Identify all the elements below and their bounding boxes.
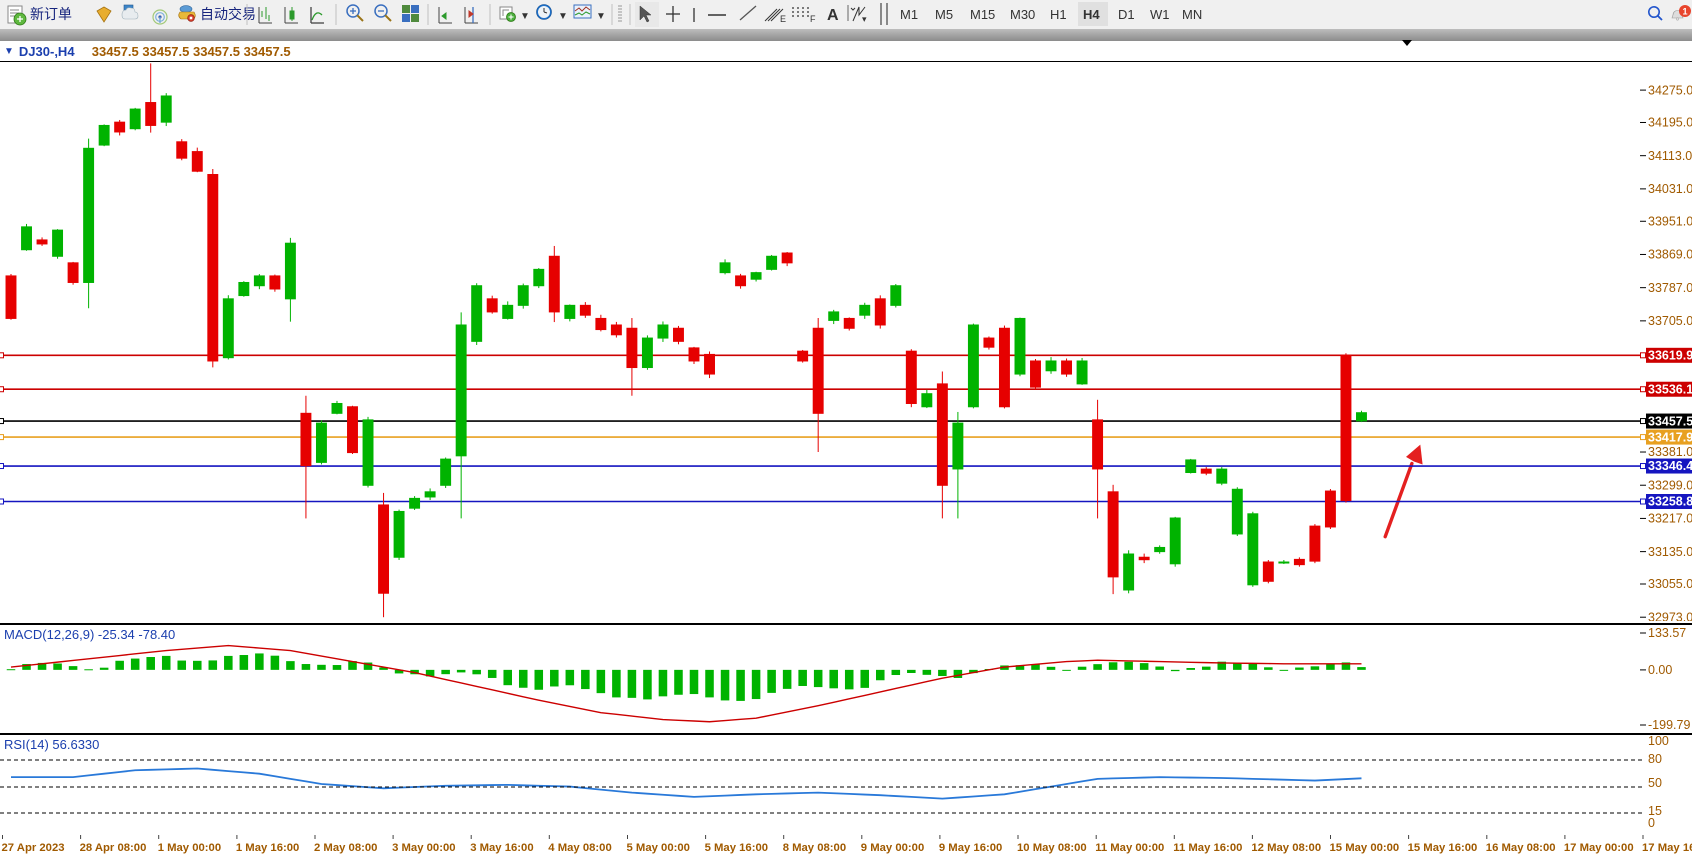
svg-text:H4: H4 xyxy=(1083,7,1100,22)
svg-text:3 May 16:00: 3 May 16:00 xyxy=(470,842,533,854)
svg-text:33619.9: 33619.9 xyxy=(1648,349,1692,363)
svg-text:15 May 00:00: 15 May 00:00 xyxy=(1330,842,1400,854)
svg-text:33346.4: 33346.4 xyxy=(1648,459,1692,473)
svg-text:D1: D1 xyxy=(1118,7,1135,22)
svg-text:10 May 08:00: 10 May 08:00 xyxy=(1017,842,1087,854)
svg-text:33951.0: 33951.0 xyxy=(1648,214,1692,228)
svg-text:33536.1: 33536.1 xyxy=(1648,382,1692,396)
svg-text:34357.0: 34357.0 xyxy=(1648,62,1692,64)
svg-text:MN: MN xyxy=(1182,7,1202,22)
svg-text:80: 80 xyxy=(1648,752,1662,766)
svg-text:33787.0: 33787.0 xyxy=(1648,281,1692,295)
svg-text:32973.0: 32973.0 xyxy=(1648,610,1692,621)
svg-text:5 May 16:00: 5 May 16:00 xyxy=(705,842,768,854)
svg-text:▼: ▼ xyxy=(596,11,606,22)
svg-text:9 May 16:00: 9 May 16:00 xyxy=(939,842,1002,854)
svg-text:33417.9: 33417.9 xyxy=(1648,430,1692,444)
svg-text:4 May 08:00: 4 May 08:00 xyxy=(548,842,611,854)
svg-text:▼: ▼ xyxy=(520,11,530,22)
svg-text:3 May 00:00: 3 May 00:00 xyxy=(392,842,455,854)
svg-text:50: 50 xyxy=(1648,776,1662,790)
svg-text:M1: M1 xyxy=(900,7,918,22)
svg-text:33258.8: 33258.8 xyxy=(1648,495,1692,509)
svg-text:33055.0: 33055.0 xyxy=(1648,577,1692,591)
svg-text:1 May 16:00: 1 May 16:00 xyxy=(236,842,299,854)
svg-text:33217.0: 33217.0 xyxy=(1648,512,1692,526)
svg-text:17 May 16:00: 17 May 16:00 xyxy=(1642,842,1692,854)
svg-text:33135.0: 33135.0 xyxy=(1648,545,1692,559)
svg-text:5 May 00:00: 5 May 00:00 xyxy=(627,842,690,854)
svg-text:28 Apr 08:00: 28 Apr 08:00 xyxy=(80,842,147,854)
svg-text:15 May 16:00: 15 May 16:00 xyxy=(1408,842,1478,854)
svg-text:1: 1 xyxy=(1682,7,1687,17)
svg-text:16 May 08:00: 16 May 08:00 xyxy=(1486,842,1556,854)
svg-text:11 May 00:00: 11 May 00:00 xyxy=(1095,842,1164,854)
svg-text:W1: W1 xyxy=(1150,7,1170,22)
svg-text:0: 0 xyxy=(1648,816,1655,830)
svg-text:11 May 16:00: 11 May 16:00 xyxy=(1173,842,1242,854)
svg-text:33299.0: 33299.0 xyxy=(1648,478,1692,492)
svg-text:RSI(14) 56.6330: RSI(14) 56.6330 xyxy=(4,737,99,752)
svg-text:17 May 00:00: 17 May 00:00 xyxy=(1564,842,1634,854)
svg-text:9 May 00:00: 9 May 00:00 xyxy=(861,842,924,854)
svg-text:1 May 00:00: 1 May 00:00 xyxy=(158,842,221,854)
svg-text:34031.0: 34031.0 xyxy=(1648,182,1692,196)
svg-text:▼: ▼ xyxy=(558,11,568,22)
svg-text:12 May 08:00: 12 May 08:00 xyxy=(1251,842,1321,854)
svg-text:33381.0: 33381.0 xyxy=(1648,445,1692,459)
svg-text:2 May 08:00: 2 May 08:00 xyxy=(314,842,377,854)
svg-text:M30: M30 xyxy=(1010,7,1035,22)
svg-text:33705.0: 33705.0 xyxy=(1648,314,1692,328)
svg-text:A: A xyxy=(827,7,839,24)
svg-text:MACD(12,26,9) -25.34 -78.40: MACD(12,26,9) -25.34 -78.40 xyxy=(4,627,175,642)
svg-text:▾: ▾ xyxy=(862,14,867,24)
svg-text:33869.0: 33869.0 xyxy=(1648,248,1692,262)
svg-text:27 Apr 2023: 27 Apr 2023 xyxy=(2,842,65,854)
svg-text:H1: H1 xyxy=(1050,7,1067,22)
svg-text:-199.79: -199.79 xyxy=(1648,718,1690,732)
svg-text:F: F xyxy=(810,14,816,24)
svg-text:33457.5: 33457.5 xyxy=(1648,414,1692,428)
svg-text:34275.0: 34275.0 xyxy=(1648,83,1692,97)
svg-text:100: 100 xyxy=(1648,734,1669,748)
svg-text:8 May 08:00: 8 May 08:00 xyxy=(783,842,846,854)
svg-text:新订单: 新订单 xyxy=(30,6,72,22)
svg-text:M15: M15 xyxy=(970,7,995,22)
svg-text:34195.0: 34195.0 xyxy=(1648,116,1692,130)
svg-text:E: E xyxy=(780,14,786,24)
svg-text:133.57: 133.57 xyxy=(1648,626,1686,640)
svg-text:自动交易: 自动交易 xyxy=(200,6,256,22)
svg-text:M5: M5 xyxy=(935,7,953,22)
svg-text:34113.0: 34113.0 xyxy=(1648,149,1692,163)
svg-text:0.00: 0.00 xyxy=(1648,663,1672,677)
